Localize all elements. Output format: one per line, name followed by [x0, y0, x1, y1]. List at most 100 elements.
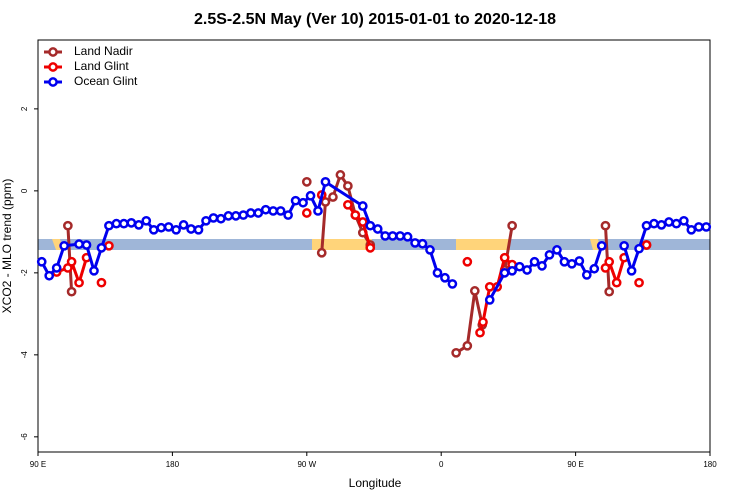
series-marker	[425, 245, 435, 255]
series-marker	[462, 340, 473, 351]
x-tick-label: 90 E	[567, 460, 583, 469]
legend-label: Ocean Glint	[74, 74, 138, 88]
legend-label: Land Nadir	[74, 44, 133, 58]
chart-title: 2.5S-2.5N May (Ver 10) 2015-01-01 to 202…	[194, 11, 556, 28]
series-marker	[507, 265, 517, 276]
series-marker	[63, 220, 73, 231]
y-tick-label: -4	[20, 351, 29, 359]
series-marker	[301, 176, 312, 187]
series-marker	[51, 263, 62, 273]
series-marker	[451, 347, 461, 358]
series-marker	[305, 190, 316, 201]
x-axis-label: Longitude	[349, 476, 402, 490]
series-marker	[275, 206, 286, 216]
series-marker	[499, 268, 510, 278]
series-marker	[596, 240, 607, 251]
y-tick-label: -6	[20, 433, 29, 441]
series-marker	[589, 263, 600, 274]
series-marker	[701, 222, 712, 232]
series-marker	[268, 206, 279, 216]
series-marker	[231, 211, 241, 221]
series-marker	[440, 272, 450, 283]
series-marker	[163, 222, 174, 232]
legend-marker	[48, 77, 58, 87]
y-tick-label: 2	[20, 106, 29, 111]
series-marker	[544, 249, 555, 260]
series-marker	[529, 256, 540, 267]
series-marker	[410, 238, 420, 248]
series-marker	[484, 281, 495, 292]
series-marker	[649, 218, 659, 229]
series-marker	[66, 286, 77, 297]
series-marker	[74, 277, 84, 288]
series-marker	[656, 220, 667, 230]
series-marker	[178, 220, 189, 230]
y-tick-label: 0	[20, 188, 29, 193]
series-marker	[253, 208, 264, 218]
series-marker	[335, 170, 346, 180]
series-marker	[156, 222, 167, 233]
series-marker	[104, 240, 114, 251]
series-marker	[478, 317, 488, 327]
series-marker	[316, 247, 327, 258]
series-marker	[171, 224, 181, 235]
series-marker	[260, 204, 271, 215]
series-marker	[357, 201, 368, 211]
series-marker	[298, 197, 308, 208]
series-marker	[552, 245, 562, 255]
series-marker	[343, 181, 353, 191]
series-marker	[559, 256, 570, 267]
series-marker	[604, 256, 615, 267]
series-marker	[395, 231, 405, 241]
series-marker	[447, 279, 458, 289]
series-marker	[328, 192, 338, 202]
series-marker	[290, 195, 301, 206]
series-marker	[119, 218, 129, 229]
series-marker	[283, 210, 293, 220]
series-marker	[600, 220, 611, 231]
series-marker	[522, 265, 532, 275]
series-marker	[537, 261, 547, 271]
series-marker	[186, 224, 196, 234]
x-tick-label: 0	[439, 460, 444, 469]
series-marker	[208, 213, 219, 223]
series-marker	[634, 277, 644, 288]
series-marker	[641, 220, 652, 231]
series-marker	[499, 252, 510, 263]
series-marker	[141, 215, 152, 226]
series-marker	[59, 240, 69, 251]
series-marker	[514, 261, 525, 272]
series-marker	[111, 218, 122, 229]
series-marker	[619, 240, 629, 251]
series-marker	[641, 240, 652, 250]
series-marker	[574, 256, 585, 266]
series-marker	[387, 231, 398, 241]
x-tick-label: 180	[166, 460, 180, 469]
land-band	[456, 239, 510, 250]
x-tick-label: 180	[703, 460, 717, 469]
series-marker	[462, 256, 473, 267]
series-marker	[201, 215, 211, 226]
series-marker	[475, 327, 485, 338]
series-marker	[320, 197, 331, 207]
series-marker	[96, 277, 107, 288]
series-marker	[148, 224, 159, 235]
series-marker	[634, 243, 644, 254]
series-marker	[81, 240, 92, 250]
series-marker	[686, 224, 697, 235]
series-marker	[507, 220, 517, 231]
series-marker	[126, 217, 137, 228]
series-marker	[679, 215, 689, 226]
series-marker	[581, 270, 592, 280]
series-marker	[245, 208, 256, 218]
series-marker	[104, 220, 114, 231]
series-marker	[693, 222, 704, 232]
series-marker	[357, 217, 368, 227]
y-tick-label: -2	[20, 269, 29, 277]
series-marker	[313, 206, 323, 216]
series-marker	[44, 270, 55, 281]
series-marker	[611, 277, 622, 288]
series-marker	[604, 286, 615, 297]
series-marker	[238, 210, 249, 220]
